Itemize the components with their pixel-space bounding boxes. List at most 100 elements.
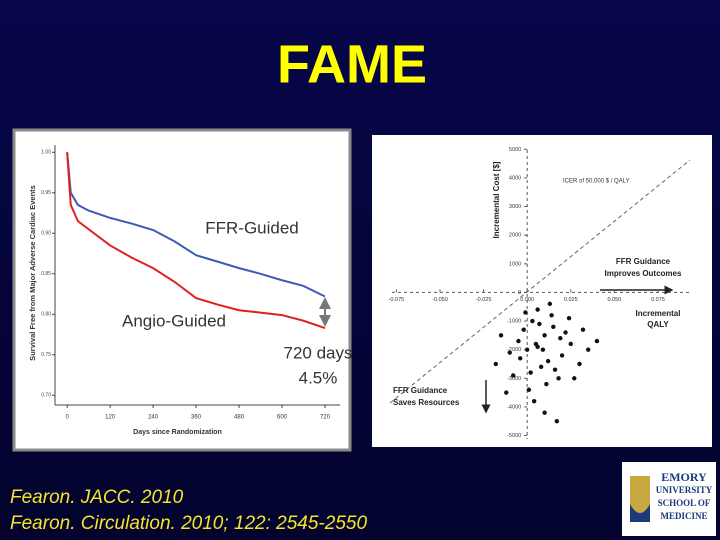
y-tick-label: 0.75: [41, 352, 51, 358]
point: [586, 347, 591, 352]
point: [521, 327, 526, 332]
y-tick-label: 1.00: [41, 150, 51, 156]
point: [535, 344, 540, 350]
point: [535, 307, 540, 312]
scatter-panel: [372, 135, 712, 447]
point: [563, 330, 568, 335]
y-tick-label: 1000: [509, 261, 521, 267]
series-label: FFR-Guided: [205, 218, 299, 237]
y-tick-label: 0: [518, 290, 521, 296]
point: [568, 341, 573, 347]
logo-text: SCHOOL OF: [658, 498, 711, 508]
logo-text: MEDICINE: [660, 511, 707, 521]
point: [572, 376, 577, 381]
point: [516, 338, 521, 344]
point: [547, 301, 553, 307]
point: [507, 350, 512, 355]
slide-title: FAME: [277, 34, 427, 94]
y-tick-label: 5000: [509, 147, 521, 153]
y-tick-label: 0.85: [41, 271, 51, 277]
x-tick-label: 0.050: [607, 297, 621, 303]
y-tick-label: -1000: [507, 319, 521, 325]
y-axis-label: Survival Free from Major Adverse Cardiac…: [28, 185, 37, 361]
point: [544, 381, 549, 387]
km-panel: [12, 128, 352, 452]
point: [545, 358, 551, 364]
note: Improves Outcomes: [605, 269, 682, 278]
point: [511, 373, 516, 378]
x-tick-label: 0.025: [564, 297, 578, 303]
point: [580, 327, 586, 332]
point: [526, 387, 532, 392]
y-tick-label: 0.70: [41, 393, 51, 399]
x-tick-label: 120: [105, 415, 116, 421]
point: [498, 333, 504, 338]
point: [577, 361, 582, 367]
x-tick-label: -0.075: [389, 297, 405, 303]
series-label: Angio-Guided: [122, 311, 226, 330]
point: [552, 367, 558, 372]
survival-line: [66, 152, 326, 329]
y-tick-label: 2000: [509, 233, 521, 239]
annotation: 720 days: [284, 343, 353, 362]
point: [537, 321, 542, 327]
x-axis-label: Days since Randomization: [133, 429, 222, 436]
point: [558, 336, 563, 341]
x-tick-label: 600: [277, 415, 288, 421]
y-tick-label: -2000: [507, 347, 521, 353]
y-tick-label: 0.90: [41, 231, 51, 237]
point: [528, 370, 533, 375]
y-tick-label: -4000: [507, 404, 521, 410]
logo-crest: [630, 476, 650, 513]
note: FFR Guidance: [393, 386, 448, 395]
x-tick-label: 240: [148, 415, 159, 421]
point: [566, 315, 572, 321]
point: [540, 347, 546, 352]
x-tick-label: -0.025: [476, 297, 492, 303]
citation: Fearon. Circulation. 2010; 122: 2545-255…: [10, 513, 367, 534]
point: [542, 333, 547, 338]
point: [542, 410, 547, 415]
point: [524, 347, 530, 352]
icer-line: [389, 159, 691, 404]
annotation: 4.5%: [299, 368, 338, 387]
x-tick-label: -0.050: [432, 297, 448, 303]
y-axis-label: Incremental Cost [$]: [492, 161, 501, 238]
point: [556, 376, 561, 381]
threshold-label: ICER of 50,000 $ / QALY: [563, 179, 630, 185]
point: [559, 353, 565, 358]
point: [518, 356, 523, 361]
x-tick-label: 0.000: [520, 297, 534, 303]
logo-text: UNIVERSITY: [656, 485, 713, 495]
note: FFR Guidance: [616, 257, 671, 266]
point: [504, 390, 509, 395]
logo-text: EMORY: [661, 470, 707, 484]
x-tick-label: 0: [66, 415, 70, 421]
x-axis-label: QALY: [647, 320, 669, 329]
point: [554, 419, 560, 424]
y-tick-label: 4000: [509, 175, 521, 181]
point: [523, 310, 528, 315]
x-tick-label: 360: [191, 415, 202, 421]
x-axis-label: Incremental: [636, 309, 681, 318]
point: [530, 318, 535, 324]
point: [538, 364, 544, 370]
point: [594, 338, 600, 344]
citation: Fearon. JACC. 2010: [10, 487, 184, 508]
y-tick-label: 0.95: [41, 190, 51, 196]
y-tick-label: -5000: [507, 433, 521, 439]
point: [531, 399, 537, 404]
survival-line: [66, 152, 326, 298]
point: [551, 324, 556, 329]
x-tick-label: 480: [234, 415, 245, 421]
x-tick-label: 0.075: [651, 297, 665, 303]
point: [493, 361, 498, 367]
y-tick-label: 3000: [509, 204, 521, 210]
y-tick-label: 0.80: [41, 312, 51, 318]
y-tick-label: -3000: [507, 376, 521, 382]
point: [549, 313, 554, 318]
x-tick-label: 720: [320, 415, 331, 421]
note: Saves Resources: [393, 398, 460, 407]
